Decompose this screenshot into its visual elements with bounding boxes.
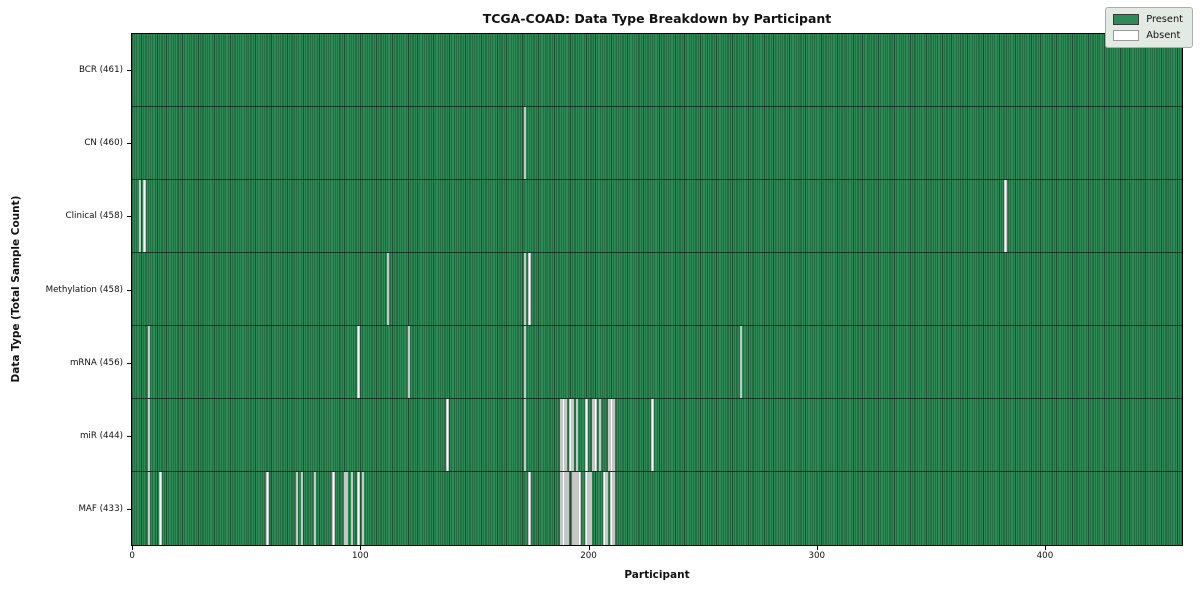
absent-cell-maf-88 [332,472,335,545]
absent-cell-maf-80 [314,472,317,545]
absent-cell-mir-202 [592,399,595,471]
x-tick-mark [816,546,818,550]
y-tick-mark [127,436,131,438]
y-tick-label-maf: MAF (433) [78,504,123,515]
absent-cell-mir-188 [560,399,563,471]
absent-cell-clinical-3 [138,180,142,252]
absent-cell-maf-211 [612,472,615,545]
absent-cell-maf-199 [585,472,588,545]
x-tick-mark [132,546,134,550]
absent-cell-mir-228 [651,399,654,471]
heatmap-row-cn [132,107,1182,180]
absent-cell-maf-207 [603,472,606,545]
legend-item-absent: Absent [1113,30,1183,41]
absent-cell-maf-74 [300,472,303,545]
x-tick-mark [588,546,590,550]
x-axis-label: Participant [624,569,690,581]
plot-area [131,33,1183,546]
legend: Present Absent [1105,7,1193,48]
absent-cell-maf-99 [357,472,360,545]
present-swatch [1113,14,1140,25]
heatmap-row-mrna [132,326,1182,399]
heatmap-row-maf [132,472,1182,545]
x-tick-label-300: 300 [808,551,826,561]
legend-item-present: Present [1113,14,1183,25]
absent-cell-mrna-121 [407,326,410,398]
absent-cell-mir-195 [576,399,579,471]
absent-cell-methylation-112 [387,253,390,325]
absent-cell-maf-195 [576,472,579,545]
absent-cell-maf-201 [589,472,593,545]
absent-cell-maf-174 [528,472,531,545]
absent-cell-mir-210 [610,399,613,471]
legend-label-present: Present [1146,14,1183,25]
legend-label-absent: Absent [1146,30,1181,41]
absent-cell-maf-191 [567,472,570,545]
y-tick-label-methylation: Methylation (458) [45,284,123,295]
absent-cell-mrna-7 [147,326,151,398]
absent-cell-clinical-5 [143,180,146,252]
y-tick-mark [127,142,131,144]
absent-cell-maf-12 [159,472,162,545]
absent-cell-cn-172 [523,107,527,179]
absent-cell-mir-193 [571,399,574,471]
absent-cell-mir-192 [569,399,572,471]
absent-cell-mir-205 [598,399,602,471]
absent-cell-maf-7 [147,472,151,545]
absent-cell-mir-138 [446,399,449,471]
absent-cell-mir-190 [564,399,568,471]
absent-cell-methylation-172 [523,253,527,325]
absent-cell-mir-203 [594,399,597,471]
heatmap-row-mir [132,399,1182,472]
absent-cell-maf-188 [560,472,563,545]
absent-cell-maf-189 [562,472,565,545]
absent-cell-mrna-267 [740,326,743,398]
absent-cell-maf-96 [350,472,353,545]
heatmap-row-methylation [132,253,1182,326]
y-tick-mark [127,216,131,218]
x-tick-mark [1044,546,1046,550]
absent-swatch [1113,30,1140,41]
x-tick-mark [360,546,362,550]
absent-cell-clinical-383 [1004,180,1007,252]
absent-cell-mir-7 [147,399,151,471]
absent-cell-mir-211 [612,399,615,471]
chart-title: TCGA-COAD: Data Type Breakdown by Partic… [482,11,832,26]
heatmap-row-clinical [132,180,1182,253]
y-tick-label-bcr: BCR (461) [78,64,123,75]
absent-cell-mir-209 [608,399,611,471]
absent-cell-methylation-174 [528,253,531,325]
absent-cell-maf-72 [295,472,299,545]
absent-cell-maf-194 [573,472,577,545]
y-tick-label-cn: CN (460) [84,137,123,148]
y-tick-mark [127,69,131,71]
y-tick-mark [127,362,131,364]
heatmap-row-bcr [132,34,1182,107]
absent-cell-maf-190 [564,472,568,545]
y-tick-label-mrna: mRNA (456) [69,357,123,368]
absent-cell-mrna-172 [523,326,527,398]
absent-cell-maf-59 [266,472,269,545]
absent-cell-maf-208 [605,472,609,545]
x-tick-label-200: 200 [580,551,597,561]
x-tick-label-100: 100 [352,551,369,561]
absent-cell-maf-101 [362,472,365,545]
x-tick-label-0: 0 [129,551,135,561]
absent-cell-mrna-99 [357,326,360,398]
y-tick-mark [127,289,131,291]
absent-cell-mir-199 [585,399,588,471]
absent-cell-mir-189 [562,399,565,471]
y-tick-label-mir: miR (444) [79,431,123,442]
absent-cell-maf-200 [587,472,590,545]
absent-cell-maf-210 [610,472,613,545]
y-tick-mark [127,509,131,511]
absent-cell-mir-172 [523,399,527,471]
absent-cell-maf-94 [346,472,349,545]
x-tick-label-400: 400 [1036,551,1054,561]
absent-cell-maf-193 [571,472,574,545]
y-tick-label-clinical: Clinical (458) [65,211,123,222]
absent-cell-maf-93 [343,472,347,545]
absent-cell-maf-196 [578,472,581,545]
